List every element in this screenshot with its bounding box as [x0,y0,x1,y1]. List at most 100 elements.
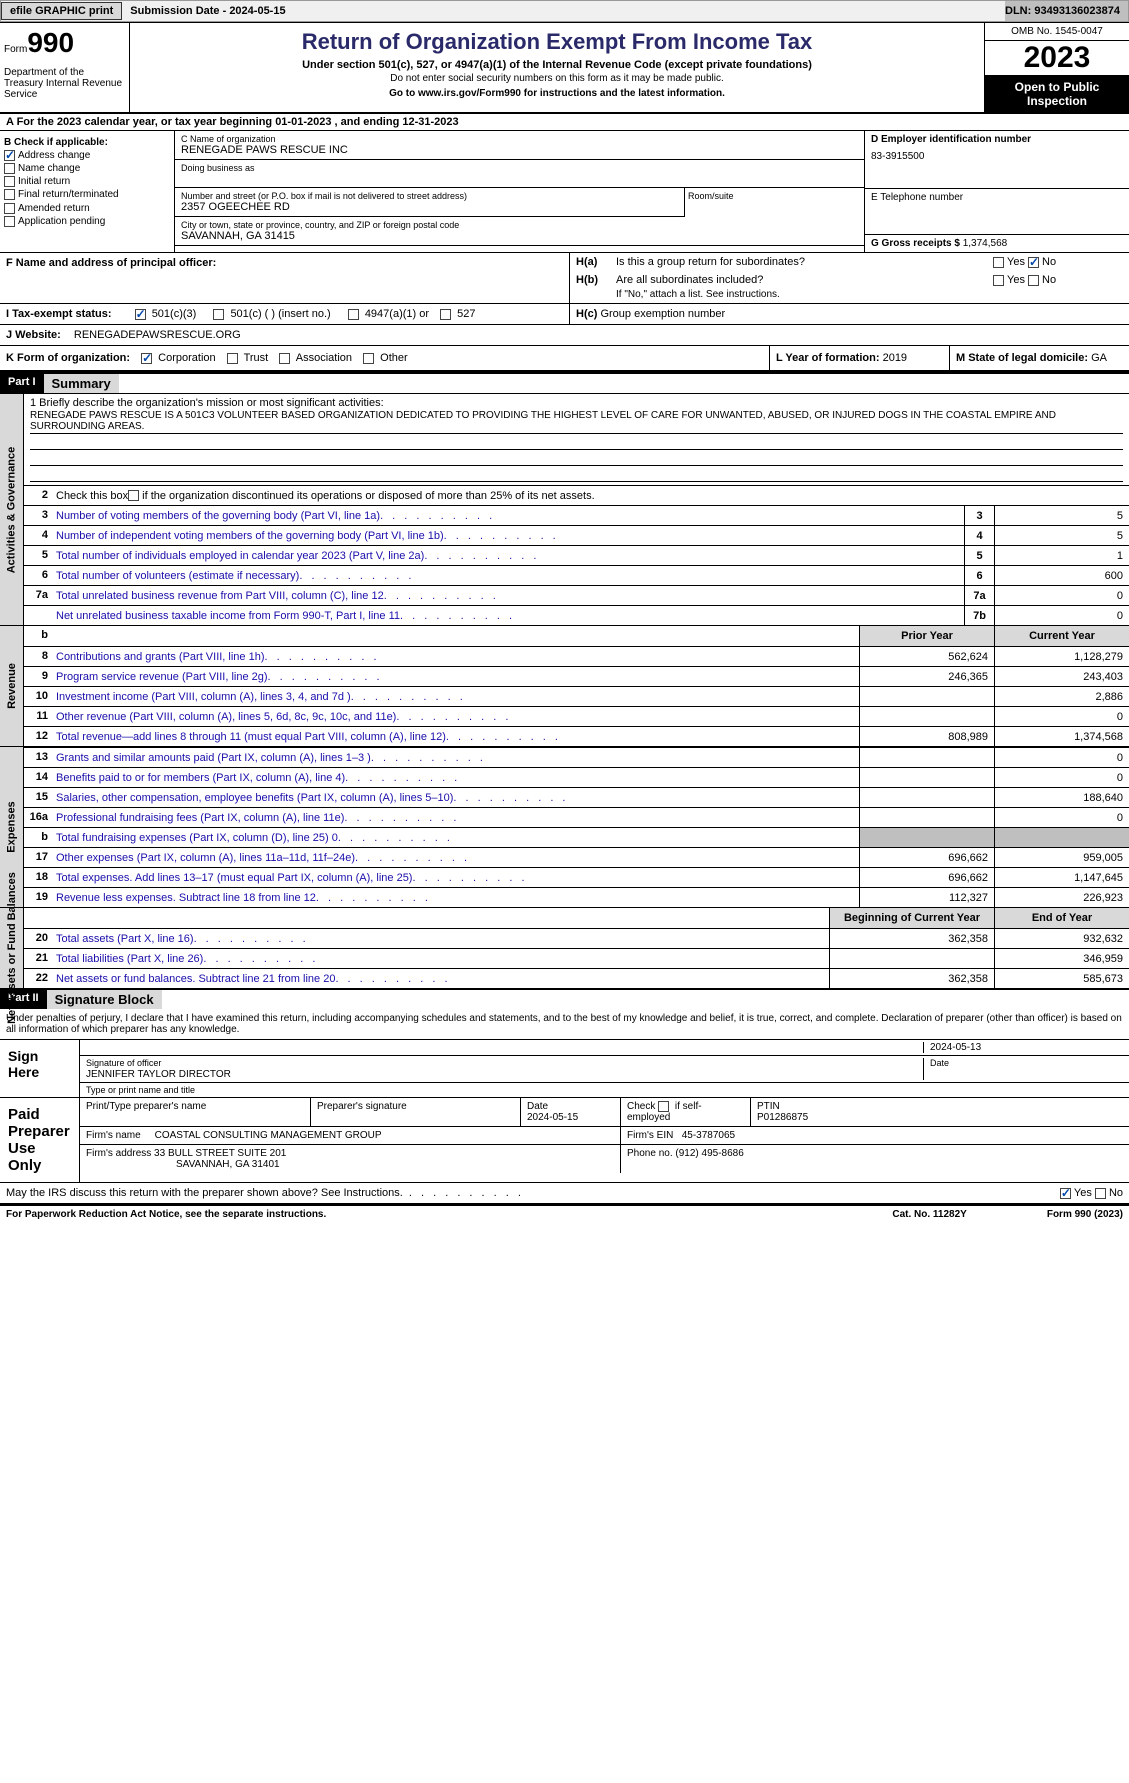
table-row: 22Net assets or fund balances. Subtract … [24,968,1129,988]
form-goto: Go to www.irs.gov/Form990 for instructio… [136,88,978,99]
prep-date: 2024-05-15 [527,1112,578,1123]
checkbox-discuss-yes[interactable] [1060,1188,1071,1199]
dept-text: Department of the Treasury Internal Reve… [4,67,125,100]
checkbox-self-employed[interactable] [658,1101,669,1112]
sig-date: 2024-05-13 [923,1042,1123,1053]
table-row: 14Benefits paid to or for members (Part … [24,767,1129,787]
entity-grid: B Check if applicable: Address change Na… [0,130,1129,252]
footer-left: For Paperwork Reduction Act Notice, see … [6,1209,326,1220]
firm-name: COASTAL CONSULTING MANAGEMENT GROUP [155,1130,382,1141]
begin-year-header: Beginning of Current Year [829,908,994,928]
hc-text: Group exemption number [600,308,725,320]
ptin: P01286875 [757,1112,808,1123]
form-label: Form [4,44,27,55]
colb-item: Name change [18,163,80,174]
form-subtitle: Under section 501(c), 527, or 4947(a)(1)… [136,59,978,71]
checkbox-amended[interactable] [4,203,15,214]
firm-city: SAVANNAH, GA 31401 [176,1159,280,1170]
ein: 83-3915500 [871,151,1123,162]
checkbox-final-return[interactable] [4,189,15,200]
table-row: 7aTotal unrelated business revenue from … [24,585,1129,605]
checkbox-discuss-no[interactable] [1095,1188,1106,1199]
gross-receipts: 1,374,568 [963,238,1008,249]
table-row: 9Program service revenue (Part VIII, lin… [24,666,1129,686]
checkbox-ha-yes[interactable] [993,257,1004,268]
checkbox-501c3[interactable] [135,309,146,320]
checkbox-corp[interactable] [141,353,152,364]
city-label: City or town, state or province, country… [181,220,858,230]
table-row: 5Total number of individuals employed in… [24,545,1129,565]
row-f-label: F Name and address of principal officer: [6,257,216,269]
org-name: RENEGADE PAWS RESCUE INC [181,144,858,156]
colb-item: Amended return [18,203,90,214]
year-formation: 2019 [883,352,907,364]
mission-text: RENEGADE PAWS RESCUE IS A 501C3 VOLUNTEE… [30,409,1123,434]
colb-item: Application pending [18,216,105,227]
checkbox-name-change[interactable] [4,163,15,174]
expenses-vlabel: Expenses [6,801,18,852]
omb-number: OMB No. 1545-0047 [985,23,1129,41]
form-title: Return of Organization Exempt From Incom… [136,29,978,55]
checkbox-initial-return[interactable] [4,176,15,187]
colb-item: Initial return [18,176,70,187]
gross-label: G Gross receipts $ [871,238,960,249]
efile-button[interactable]: efile GRAPHIC print [1,2,122,20]
tax-year: 2023 [985,41,1129,76]
room-label: Room/suite [684,188,864,217]
sig-declaration: Under penalties of perjury, I declare th… [0,1009,1129,1039]
ha-text: Is this a group return for subordinates? [616,256,993,268]
table-row: 19Revenue less expenses. Subtract line 1… [24,887,1129,907]
hb-text: Are all subordinates included? [616,274,993,286]
row-i-label: I Tax-exempt status: [6,308,112,320]
checkbox-application-pending[interactable] [4,216,15,227]
open-public: Open to Public Inspection [985,76,1129,112]
s2-text: Check this box if the organization disco… [52,486,1129,505]
gov-vlabel: Activities & Governance [6,446,18,573]
table-row: 21Total liabilities (Part X, line 26)346… [24,948,1129,968]
hb-note: If "No," attach a list. See instructions… [570,289,1129,303]
part1-header: Part I [0,374,44,393]
top-bar: efile GRAPHIC print Submission Date - 20… [0,0,1129,22]
prior-year-header: Prior Year [859,626,994,646]
row-k-label: K Form of organization: [6,352,130,364]
paid-preparer-label: Paid Preparer Use Only [0,1098,80,1182]
form-number: 990 [27,27,74,58]
submission-date: Submission Date - 2024-05-15 [126,5,289,17]
checkbox-501c[interactable] [213,309,224,320]
checkbox-527[interactable] [440,309,451,320]
checkbox-trust[interactable] [227,353,238,364]
s1-label: 1 Briefly describe the organization's mi… [30,397,1123,409]
firm-addr: 33 BULL STREET SUITE 201 [154,1148,286,1159]
checkbox-address-change[interactable] [4,150,15,161]
footer-mid: Cat. No. 11282Y [892,1209,966,1220]
checkbox-ha-no[interactable] [1028,257,1039,268]
checkbox-other[interactable] [363,353,374,364]
discuss-text: May the IRS discuss this return with the… [6,1187,524,1199]
checkbox-4947[interactable] [348,309,359,320]
end-year-header: End of Year [994,908,1129,928]
table-row: 17Other expenses (Part IX, column (A), l… [24,847,1129,867]
checkbox-assoc[interactable] [279,353,290,364]
tel-label: E Telephone number [871,192,1123,203]
row-j-label: J Website: [6,329,61,341]
form-header: Form990 Department of the Treasury Inter… [0,22,1129,112]
line-a: A For the 2023 calendar year, or tax yea… [0,112,1129,130]
checkbox-discontinued[interactable] [128,490,139,501]
table-row: 10Investment income (Part VIII, column (… [24,686,1129,706]
table-row: 13Grants and similar amounts paid (Part … [24,747,1129,767]
dln-number: DLN: 93493136023874 [1005,1,1128,21]
revenue-vlabel: Revenue [6,663,18,709]
checkbox-hb-yes[interactable] [993,275,1004,286]
org-name-label: C Name of organization [181,134,858,144]
sign-here-label: Sign Here [0,1040,80,1097]
table-row: Net unrelated business taxable income fr… [24,605,1129,625]
table-row: bTotal fundraising expenses (Part IX, co… [24,827,1129,847]
netassets-vlabel: Net Assets or Fund Balances [6,872,18,1024]
dba-label: Doing business as [181,163,858,173]
table-row: 4Number of independent voting members of… [24,525,1129,545]
checkbox-hb-no[interactable] [1028,275,1039,286]
firm-phone: (912) 495-8686 [675,1148,743,1159]
table-row: 16aProfessional fundraising fees (Part I… [24,807,1129,827]
state-domicile: GA [1091,352,1107,364]
current-year-header: Current Year [994,626,1129,646]
